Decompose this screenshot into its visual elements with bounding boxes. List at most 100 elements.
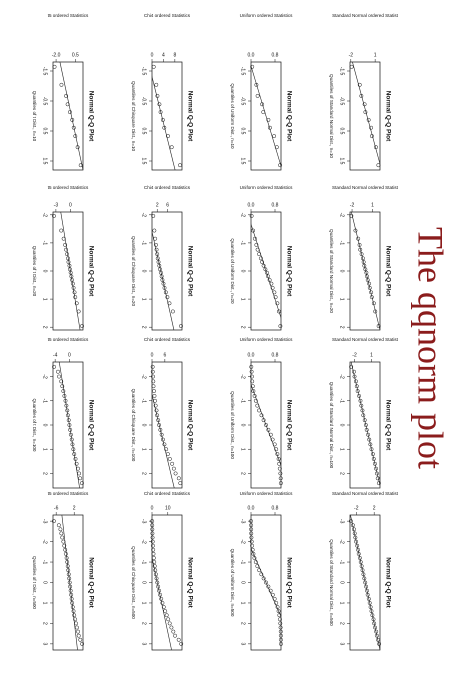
x-axis-label: Quantiles of Standard Normal Dist., n=50… xyxy=(329,539,334,626)
qq-point xyxy=(278,324,283,329)
qq-point xyxy=(70,442,75,447)
qq-point xyxy=(151,374,155,379)
x-tick-label: 2 xyxy=(42,622,48,625)
qq-panel: Normal Q-Q Plot -3 -2 -1 0 1 2 3 -6 2 Quantiles of… xyxy=(32,491,94,651)
qq-point xyxy=(64,556,69,560)
qq-point xyxy=(369,125,374,130)
qq-point xyxy=(66,256,70,261)
y-tick-label: 1 xyxy=(370,352,373,358)
y-tick-label: 10 xyxy=(165,505,171,511)
qq-point xyxy=(352,531,357,536)
qq-point xyxy=(274,145,279,150)
qq-point xyxy=(51,519,56,524)
x-tick-label: 0.5 xyxy=(141,128,147,135)
qq-point xyxy=(67,110,72,115)
qq-point xyxy=(274,447,279,452)
x-tick-label: -1 xyxy=(240,399,246,404)
x-tick-label: -2 xyxy=(42,374,48,379)
qq-point xyxy=(162,125,167,130)
qq-point xyxy=(350,523,355,528)
qq-point xyxy=(249,535,254,540)
reference-line xyxy=(251,515,281,650)
qq-point xyxy=(63,547,68,552)
qq-point xyxy=(254,242,259,247)
qq-point xyxy=(358,398,363,403)
x-tick-label: 1 xyxy=(339,448,345,451)
qq-point xyxy=(259,413,264,418)
qq-panel: Normal Q-Q Plot -3 -2 -1 0 1 2 3 -2 2 Quantiles of… xyxy=(329,491,399,651)
qq-point xyxy=(367,281,372,286)
qq-point xyxy=(353,535,358,540)
qq-point xyxy=(360,568,365,573)
qq-point xyxy=(365,278,370,282)
x-tick-label: 0 xyxy=(339,270,345,273)
qq-point xyxy=(366,432,371,437)
y-tick-label: 0.8 xyxy=(272,352,279,358)
x-tick-label: -1 xyxy=(339,560,345,565)
y-tick-label: 0.8 xyxy=(272,52,279,58)
y-tick-label: 2 xyxy=(373,505,376,511)
qq-point xyxy=(255,403,260,408)
qq-point xyxy=(67,423,72,427)
qq-point xyxy=(359,252,364,257)
qq-point xyxy=(369,447,374,452)
qq-point xyxy=(63,398,68,403)
qq-point xyxy=(154,247,159,252)
qq-point xyxy=(260,260,265,264)
x-tick-label: -2 xyxy=(240,213,246,218)
y-axis-label: t5 ordered Statistics xyxy=(48,185,89,190)
qq-point xyxy=(251,228,256,233)
qq-point xyxy=(159,274,164,279)
qq-panel: Normal Q-Q Plot -2 -1 0 1 2 0.0 0.8 Quantiles of… xyxy=(230,337,293,489)
x-tick-label: -3 xyxy=(240,519,246,524)
reference-line xyxy=(350,515,380,650)
qq-point xyxy=(255,247,260,252)
qq-panel: Normal Q-Q Plot -2 -1 0 1 2 -2 1 Quantiles of St… xyxy=(329,185,399,331)
qq-point xyxy=(155,580,160,585)
qq-point xyxy=(267,278,272,282)
qq-point xyxy=(73,617,78,622)
x-axis-label: Quantiles of Uniform Dist., n=20 xyxy=(230,238,235,304)
x-tick-label: -2 xyxy=(339,374,345,379)
y-tick-label: 8 xyxy=(173,52,176,58)
qq-point xyxy=(369,290,374,295)
y-axis-label: Chi4 ordered Statistics xyxy=(144,337,191,342)
reference-line xyxy=(251,362,281,488)
qq-point xyxy=(73,456,78,461)
qq-point xyxy=(250,543,255,548)
qq-point xyxy=(275,301,280,306)
qq-point xyxy=(165,452,170,457)
qq-panel: Normal Q-Q Plot -1.5 -0.5 0.5 1.5 0 4 8 Quantile… xyxy=(131,13,193,171)
qq-point xyxy=(66,568,71,573)
qq-point xyxy=(353,228,358,233)
qq-point xyxy=(68,270,73,275)
reference-line xyxy=(352,62,380,170)
x-tick-label: -0.5 xyxy=(240,97,246,106)
qq-point xyxy=(154,408,159,413)
qq-point xyxy=(165,295,170,300)
qq-point xyxy=(68,584,73,589)
x-tick-label: -3 xyxy=(339,519,345,524)
qq-point xyxy=(59,228,64,233)
qq-point xyxy=(372,461,377,466)
qq-point xyxy=(171,629,176,634)
qq-point xyxy=(169,145,174,150)
qq-point xyxy=(179,641,184,646)
qq-point xyxy=(150,523,155,528)
qq-point xyxy=(62,543,67,548)
qq-point xyxy=(250,379,255,384)
x-tick-label: 2 xyxy=(141,472,147,475)
y-axis-label: Uniform ordered Statistics xyxy=(240,13,294,18)
qq-point xyxy=(356,547,361,552)
qq-point xyxy=(376,481,381,486)
qq-point xyxy=(353,379,358,384)
x-tick-label: 3 xyxy=(141,642,147,645)
qq-point xyxy=(78,637,83,642)
qq-point xyxy=(72,613,77,618)
qq-point xyxy=(367,285,372,290)
x-tick-label: 2 xyxy=(339,622,345,625)
x-tick-label: 1 xyxy=(42,298,48,301)
y-tick-label: -2 xyxy=(354,505,359,511)
